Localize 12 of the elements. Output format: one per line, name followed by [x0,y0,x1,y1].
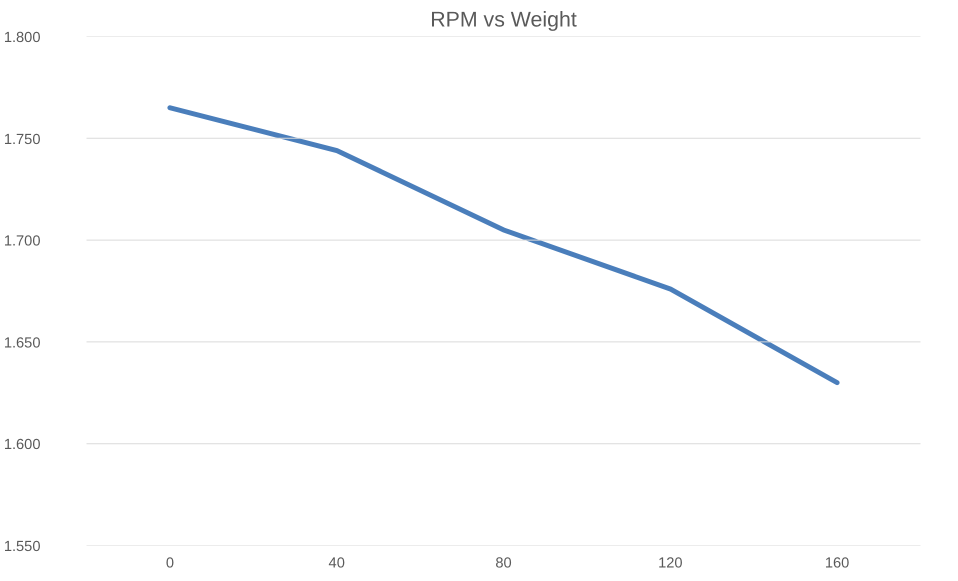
x-tick-label: 0 [166,556,174,572]
x-tick-label: 160 [824,556,850,572]
x-tick-label: 80 [495,556,512,572]
y-tick-label: 1.550 [4,539,41,555]
x-tick-label: 40 [328,556,345,572]
y-tick-label: 1.650 [4,335,41,352]
y-tick-label: 1.600 [4,437,41,454]
x-tick-label: 120 [658,556,683,572]
y-tick-label: 1.800 [4,30,41,46]
chart-title: RPM vs Weight [430,8,577,32]
y-tick-label: 1.700 [4,234,41,250]
y-tick-label: 1.750 [4,132,41,148]
